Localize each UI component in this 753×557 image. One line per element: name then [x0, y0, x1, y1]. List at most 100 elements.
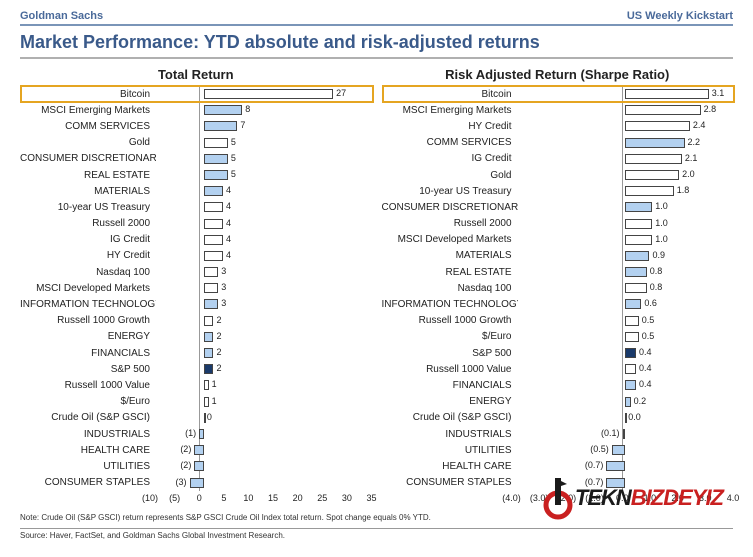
row-label: INFORMATION TECHNOLOGY — [20, 299, 156, 310]
bar-value-label: 5 — [231, 153, 236, 163]
row-label: FINANCIALS — [382, 380, 518, 391]
chart-row: Russell 1000 Value1 — [20, 377, 372, 393]
chart-row: INDUSTRIALS(0.1) — [382, 426, 734, 442]
row-label: MSCI Developed Markets — [20, 283, 156, 294]
bar-value-label: 0.5 — [642, 331, 655, 341]
chart-row: CONSUMER DISCRETIONARY1.0 — [382, 199, 734, 215]
row-label: Russell 1000 Growth — [20, 315, 156, 326]
row-plot: 0.9 — [518, 248, 734, 264]
row-plot: (2) — [156, 442, 372, 458]
bar-value-label: (3) — [176, 477, 187, 487]
chart-row: S&P 5000.4 — [382, 345, 734, 361]
row-label: INFORMATION TECHNOLOGY — [382, 299, 518, 310]
chart-row: REAL ESTATE 0.8 — [382, 264, 734, 280]
row-label: IG Credit — [382, 153, 518, 164]
axis-tick: 4.0 — [727, 493, 740, 503]
bar — [204, 251, 223, 261]
row-label: REAL ESTATE — [20, 170, 156, 181]
chart-row: MSCI Emerging Markets2.8 — [382, 102, 734, 118]
chart-row: UTILITIES(2) — [20, 458, 372, 474]
source-line: Source: Haver, FactSet, and Goldman Sach… — [20, 528, 733, 540]
bar — [204, 397, 209, 407]
bar-value-label: 27 — [336, 88, 346, 98]
row-label: CONSUMER STAPLES — [20, 477, 156, 488]
row-plot: 4 — [156, 248, 372, 264]
bar — [606, 461, 625, 471]
bar — [204, 219, 223, 229]
chart-row: ENERGY2 — [20, 329, 372, 345]
chart-total-return: Total Return Bitcoin27MSCI Emerging Mark… — [20, 67, 372, 505]
bar-value-label: 2 — [216, 363, 221, 373]
bar-value-label: 4 — [226, 201, 231, 211]
bar — [204, 413, 206, 423]
chart-row: Crude Oil (S&P GSCI)0 — [20, 410, 372, 426]
row-label: $/Euro — [382, 331, 518, 342]
row-plot: 0.8 — [518, 264, 734, 280]
row-label: MATERIALS — [382, 250, 518, 261]
bar-value-label: 2.8 — [704, 104, 717, 114]
bar — [625, 235, 652, 245]
row-label: HEALTH CARE — [382, 461, 518, 472]
bar — [623, 429, 626, 439]
bar — [204, 154, 228, 164]
bar-value-label: 4 — [226, 250, 231, 260]
row-label: Crude Oil (S&P GSCI) — [382, 412, 518, 423]
bar-value-label: 7 — [240, 120, 245, 130]
bar — [194, 461, 204, 471]
chart-row: UTILITIES(0.5) — [382, 442, 734, 458]
bar — [625, 105, 700, 115]
axis-tick: 5 — [221, 493, 226, 503]
axis-tick: 15 — [268, 493, 278, 503]
row-label: Nasdaq 100 — [20, 267, 156, 278]
row-plot: 1 — [156, 377, 372, 393]
row-label: CONSUMER DISCRETIONARY — [20, 153, 156, 164]
watermark-p1: TEKN — [575, 485, 631, 510]
row-label: COMM SERVICES — [20, 121, 156, 132]
chart-row: Bitcoin3.1 — [382, 86, 734, 102]
axis-tick: (10) — [142, 493, 158, 503]
row-label: S&P 500 — [20, 364, 156, 375]
bar-value-label: 3.1 — [712, 88, 725, 98]
bar — [625, 283, 647, 293]
bar — [625, 121, 690, 131]
row-plot: (2) — [156, 458, 372, 474]
row-plot: 4 — [156, 216, 372, 232]
chart-row: CONSUMER STAPLES (3) — [20, 475, 372, 491]
row-plot: 0.5 — [518, 329, 734, 345]
bar-value-label: 0 — [207, 412, 212, 422]
row-plot: 0.4 — [518, 377, 734, 393]
chart-row: HY Credit2.4 — [382, 118, 734, 134]
row-plot: 0.5 — [518, 313, 734, 329]
row-label: Russell 1000 Value — [382, 364, 518, 375]
row-label: REAL ESTATE — [382, 267, 518, 278]
row-label: ENERGY — [20, 331, 156, 342]
chart-row: Russell 1000 Value0.4 — [382, 361, 734, 377]
bar-value-label: 0.4 — [639, 379, 652, 389]
row-plot: (0.5) — [518, 442, 734, 458]
chart-row: INFORMATION TECHNOLOGY0.6 — [382, 296, 734, 312]
chart-row: HEALTH CARE(0.7) — [382, 458, 734, 474]
bar-value-label: 4 — [226, 185, 231, 195]
chart-row: MATERIALS0.9 — [382, 248, 734, 264]
row-plot: 1.0 — [518, 199, 734, 215]
bar — [204, 299, 218, 309]
bar-value-label: 0.8 — [650, 266, 663, 276]
bar — [204, 348, 214, 358]
bar — [625, 219, 652, 229]
bar-value-label: 2 — [216, 315, 221, 325]
bar — [625, 267, 647, 277]
row-label: Gold — [382, 170, 518, 181]
row-plot: (3) — [156, 475, 372, 491]
bar — [204, 380, 209, 390]
bar — [204, 186, 223, 196]
bar — [625, 332, 638, 342]
chart-row: INFORMATION TECHNOLOGY3 — [20, 296, 372, 312]
chart-row: MATERIALS 4 — [20, 183, 372, 199]
chart-row: Russell 20001.0 — [382, 216, 734, 232]
row-plot: 1 — [156, 394, 372, 410]
row-label: MATERIALS — [20, 186, 156, 197]
bar — [204, 89, 333, 99]
row-plot: 3.1 — [518, 86, 734, 102]
bar — [625, 413, 627, 423]
logo-icon — [541, 478, 575, 520]
